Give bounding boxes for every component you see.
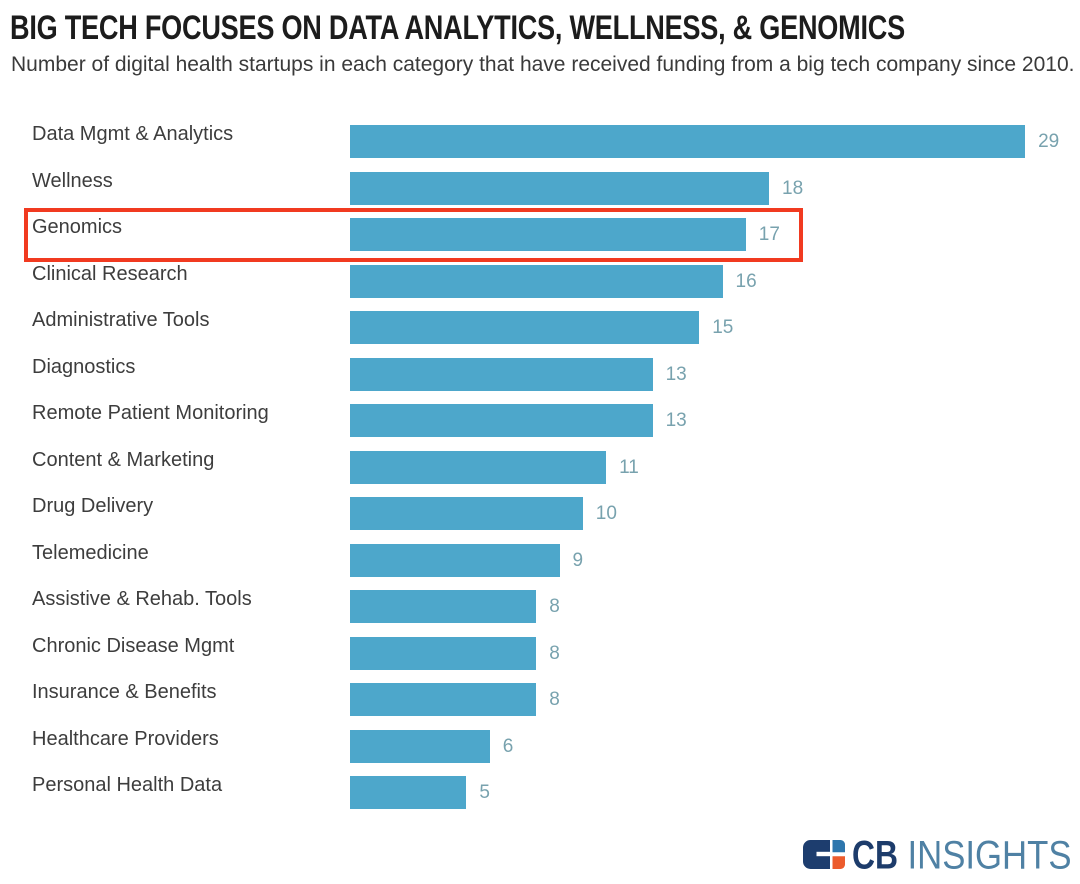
svg-text:CB: CB bbox=[852, 836, 898, 878]
svg-text:INSIGHTS: INSIGHTS bbox=[908, 836, 1072, 878]
